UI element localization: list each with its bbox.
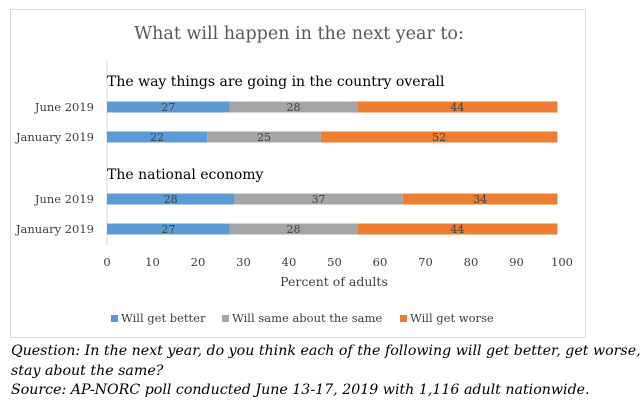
bar-segment (229, 101, 358, 113)
row-label: January 2019 (15, 130, 94, 144)
data-label: 44 (450, 101, 464, 114)
question-line-2: stay about the same? (11, 363, 164, 379)
x-tick-label: 80 (464, 255, 479, 269)
x-tick-label: 30 (236, 255, 251, 269)
bar-segment (402, 193, 558, 205)
legend-label: Will get worse (410, 311, 494, 325)
legend-label: Will get better (121, 311, 206, 325)
bar-segment (320, 131, 558, 143)
data-label: 28 (287, 101, 301, 114)
bar-segment (357, 223, 558, 235)
data-label: 37 (312, 193, 326, 206)
question-line-1: Question: In the next year, do you think… (11, 343, 640, 359)
bar-segment (207, 131, 321, 143)
data-label: 27 (161, 223, 175, 236)
x-axis-label: Percent of adults (280, 274, 388, 289)
group-title: The way things are going in the country … (107, 74, 445, 90)
data-label: 52 (432, 131, 446, 144)
row-label: January 2019 (15, 222, 94, 236)
chart-frame: What will happen in the next year to: The… (10, 9, 586, 338)
row-label: June 2019 (34, 192, 94, 206)
x-tick-label: 90 (509, 255, 524, 269)
bar-segment (107, 131, 208, 143)
legend-swatch (111, 315, 118, 322)
data-label: 28 (164, 193, 178, 206)
group-title: The national economy (107, 167, 264, 183)
chart-title: What will happen in the next year to: (134, 24, 464, 44)
legend-swatch (222, 315, 229, 322)
data-label: 28 (287, 223, 301, 236)
data-label: 34 (473, 193, 487, 206)
x-tick-label: 10 (145, 255, 160, 269)
x-tick-label: 60 (373, 255, 388, 269)
bar-segment (107, 223, 230, 235)
bar-segment (229, 223, 358, 235)
row-label: June 2019 (34, 100, 94, 114)
bar-segment (107, 101, 230, 113)
stacked-bar-chart: What will happen in the next year to: The… (15, 24, 573, 325)
legend-label: Will same about the same (232, 311, 382, 325)
bar-segment (107, 193, 235, 205)
bar-segment (234, 193, 403, 205)
x-tick-label: 40 (282, 255, 297, 269)
data-label: 22 (150, 131, 164, 144)
x-tick-label: 50 (327, 255, 342, 269)
x-tick-label: 0 (103, 255, 110, 269)
x-tick-label: 20 (191, 255, 206, 269)
data-label: 27 (161, 101, 175, 114)
x-tick-label: 100 (551, 255, 573, 269)
legend-swatch (400, 315, 407, 322)
data-label: 44 (450, 223, 464, 236)
bar-segment (357, 101, 558, 113)
source-note: Source: AP-NORC poll conducted June 13-1… (11, 382, 590, 398)
data-label: 25 (257, 131, 271, 144)
x-tick-label: 70 (418, 255, 433, 269)
